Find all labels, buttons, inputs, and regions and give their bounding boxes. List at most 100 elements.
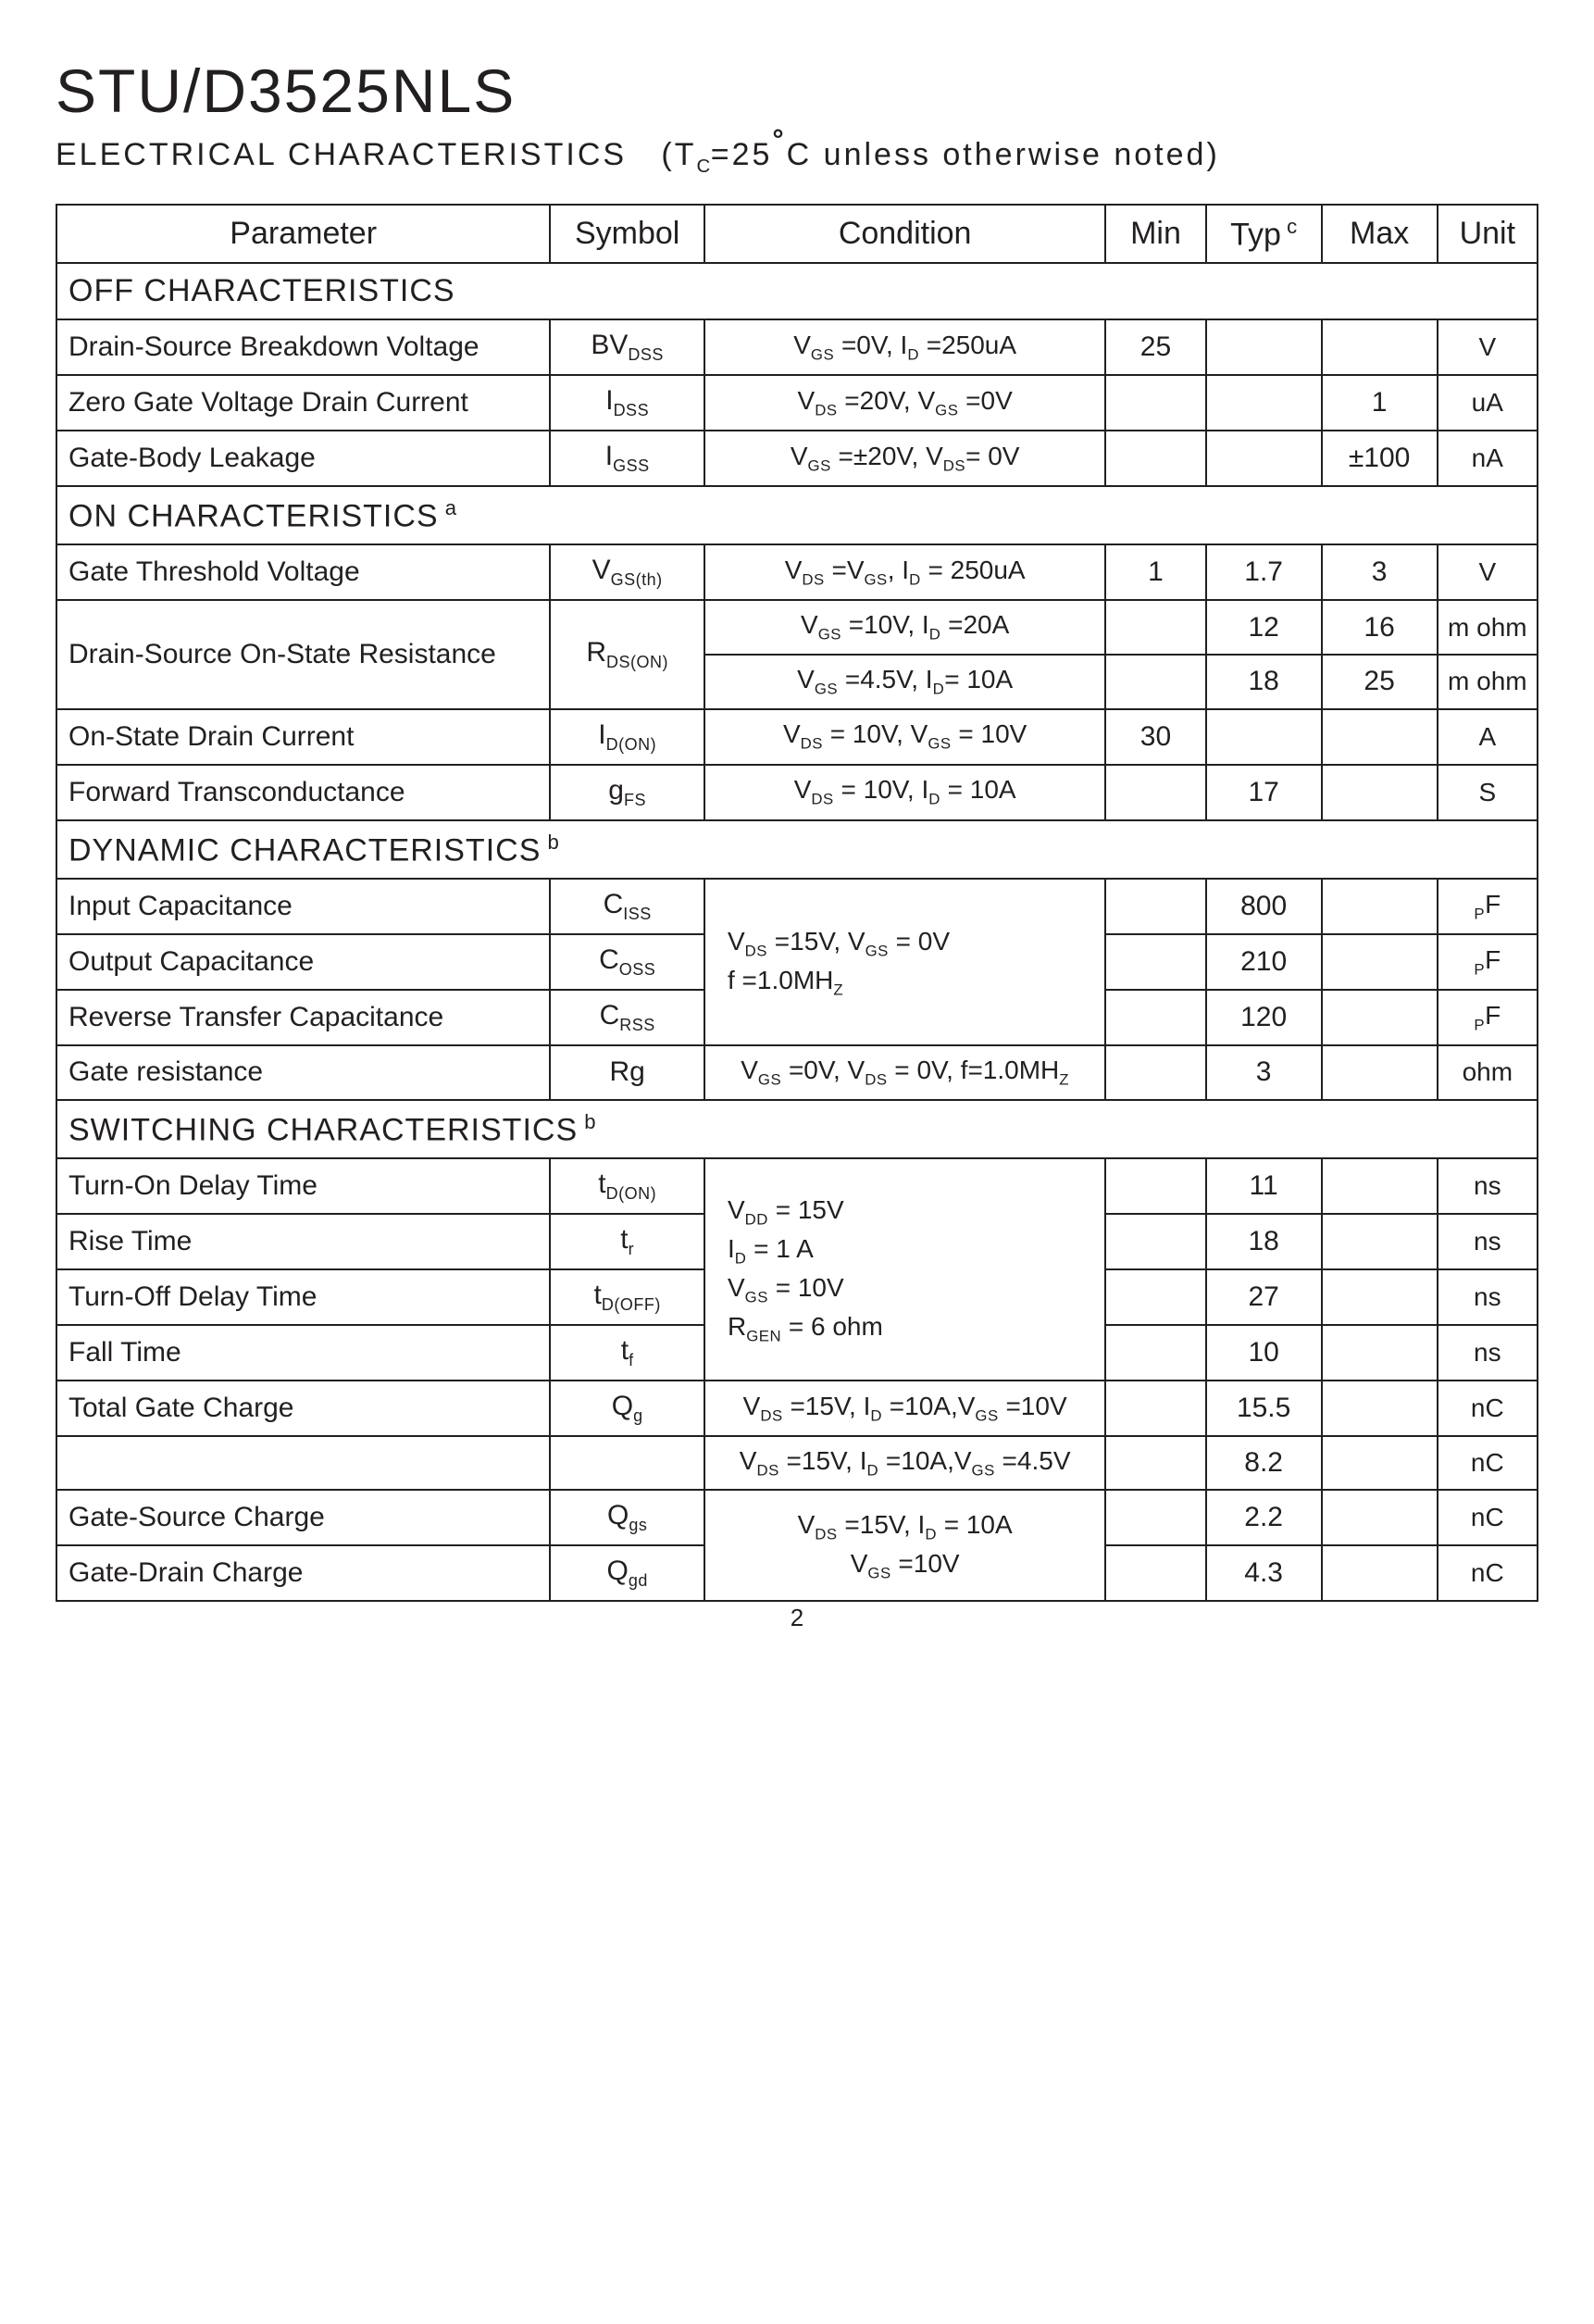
row-vgsth: Gate Threshold Voltage VGS(th) VDS =VGS,…	[56, 544, 1538, 600]
cell-typ: 27	[1206, 1269, 1322, 1325]
cell-symbol: tD(OFF)	[550, 1269, 704, 1325]
cell-unit: ns	[1438, 1158, 1538, 1214]
cell-unit: ns	[1438, 1325, 1538, 1381]
header-typ: Typ c	[1206, 205, 1322, 263]
row-qgs: Gate-Source Charge Qgs VDS =15V, ID = 10…	[56, 1490, 1538, 1545]
cell-typ: 17	[1206, 765, 1322, 820]
cell-symbol: VGS(th)	[550, 544, 704, 600]
cell-max	[1322, 879, 1438, 934]
subtitle-label: ELECTRICAL CHARACTERISTICS	[56, 137, 627, 172]
section-switching-label: SWITCHING CHARACTERISTICS b	[56, 1100, 1538, 1158]
cell-typ: 1.7	[1206, 544, 1322, 600]
cell-param: Gate-Body Leakage	[56, 431, 550, 486]
row-igss: Gate-Body Leakage IGSS VGS =±20V, VDS= 0…	[56, 431, 1538, 486]
page-number: 2	[56, 1604, 1538, 1632]
cell-param: Gate-Source Charge	[56, 1490, 550, 1545]
cell-symbol: tr	[550, 1214, 704, 1269]
cell-typ	[1206, 709, 1322, 765]
cell-typ: 120	[1206, 990, 1322, 1045]
cell-typ: 3	[1206, 1045, 1322, 1100]
cell-symbol: gFS	[550, 765, 704, 820]
cell-max	[1322, 1214, 1438, 1269]
cell-cond: VDD = 15VID = 1 AVGS = 10VRGEN = 6 ohm	[704, 1158, 1105, 1381]
cell-max	[1322, 765, 1438, 820]
cell-param: Gate-Drain Charge	[56, 1545, 550, 1601]
row-qg-1: Total Gate Charge Qg VDS =15V, ID =10A,V…	[56, 1381, 1538, 1436]
cell-param: Output Capacitance	[56, 934, 550, 990]
cell-param	[56, 1436, 550, 1491]
cell-max: 25	[1322, 655, 1438, 709]
cell-cond: VGS =4.5V, ID= 10A	[704, 655, 1105, 709]
part-number-title: STU/D3525NLS	[56, 56, 1538, 126]
cell-unit: nC	[1438, 1436, 1538, 1491]
section-dynamic: DYNAMIC CHARACTERISTICS b	[56, 820, 1538, 879]
cell-typ	[1206, 431, 1322, 486]
cell-param: Gate resistance	[56, 1045, 550, 1100]
cell-unit: V	[1438, 544, 1538, 600]
cell-max	[1322, 1490, 1438, 1545]
cell-cond: VDS =15V, ID = 10AVGS =10V	[704, 1490, 1105, 1601]
cell-typ: 4.3	[1206, 1545, 1322, 1601]
cell-cond: VGS =10V, ID =20A	[704, 600, 1105, 655]
cell-typ: 800	[1206, 879, 1322, 934]
cell-unit: PF	[1438, 879, 1538, 934]
cell-min	[1105, 1325, 1205, 1381]
cell-cond: VGS =0V, ID =250uA	[704, 319, 1105, 375]
cell-unit: nC	[1438, 1381, 1538, 1436]
cell-symbol: IGSS	[550, 431, 704, 486]
cell-symbol: CISS	[550, 879, 704, 934]
cell-symbol: Qgd	[550, 1545, 704, 1601]
cell-max	[1322, 709, 1438, 765]
cell-typ	[1206, 375, 1322, 431]
cell-symbol: RDS(ON)	[550, 600, 704, 708]
section-subtitle: ELECTRICAL CHARACTERISTICS (TC=25°C unle…	[56, 137, 1538, 178]
cell-max	[1322, 1436, 1438, 1491]
cell-min: 30	[1105, 709, 1205, 765]
cell-max: ±100	[1322, 431, 1438, 486]
cell-symbol: Qg	[550, 1381, 704, 1436]
cell-unit: nC	[1438, 1545, 1538, 1601]
cell-symbol: Qgs	[550, 1490, 704, 1545]
section-dynamic-label: DYNAMIC CHARACTERISTICS b	[56, 820, 1538, 879]
cell-param: Rise Time	[56, 1214, 550, 1269]
row-bvdss: Drain-Source Breakdown Voltage BVDSS VGS…	[56, 319, 1538, 375]
header-condition: Condition	[704, 205, 1105, 263]
cell-typ: 11	[1206, 1158, 1322, 1214]
cell-max	[1322, 1158, 1438, 1214]
cell-typ: 15.5	[1206, 1381, 1322, 1436]
row-idss: Zero Gate Voltage Drain Current IDSS VDS…	[56, 375, 1538, 431]
section-off: OFF CHARACTERISTICS	[56, 263, 1538, 319]
row-rdson-1: Drain-Source On-State Resistance RDS(ON)…	[56, 600, 1538, 655]
section-on-label: ON CHARACTERISTICS a	[56, 486, 1538, 544]
cell-cond: VDS = 10V, VGS = 10V	[704, 709, 1105, 765]
cell-typ	[1206, 319, 1322, 375]
cell-unit: PF	[1438, 934, 1538, 990]
electrical-characteristics-table: Parameter Symbol Condition Min Typ c Max…	[56, 204, 1538, 1603]
cell-cond: VDS =15V, ID =10A,VGS =10V	[704, 1381, 1105, 1436]
cell-min	[1105, 1214, 1205, 1269]
cell-unit: ohm	[1438, 1045, 1538, 1100]
cell-cond: VGS =0V, VDS = 0V, f=1.0MHZ	[704, 1045, 1105, 1100]
cell-typ: 8.2	[1206, 1436, 1322, 1491]
cell-typ: 18	[1206, 1214, 1322, 1269]
cell-max	[1322, 934, 1438, 990]
cell-typ: 210	[1206, 934, 1322, 990]
cell-symbol: Rg	[550, 1045, 704, 1100]
cell-param: Turn-On Delay Time	[56, 1158, 550, 1214]
cell-symbol: CRSS	[550, 990, 704, 1045]
cell-max	[1322, 1269, 1438, 1325]
cell-min: 1	[1105, 544, 1205, 600]
cell-typ: 2.2	[1206, 1490, 1322, 1545]
cell-min	[1105, 1045, 1205, 1100]
cell-unit: m ohm	[1438, 655, 1538, 709]
cell-unit: ns	[1438, 1269, 1538, 1325]
cell-typ: 10	[1206, 1325, 1322, 1381]
cell-param: Forward Transconductance	[56, 765, 550, 820]
cell-min	[1105, 600, 1205, 655]
cell-param: Zero Gate Voltage Drain Current	[56, 375, 550, 431]
cell-min	[1105, 879, 1205, 934]
cell-cond: VDS =VGS, ID = 250uA	[704, 544, 1105, 600]
cell-max	[1322, 1545, 1438, 1601]
header-unit: Unit	[1438, 205, 1538, 263]
cell-cond: VGS =±20V, VDS= 0V	[704, 431, 1105, 486]
